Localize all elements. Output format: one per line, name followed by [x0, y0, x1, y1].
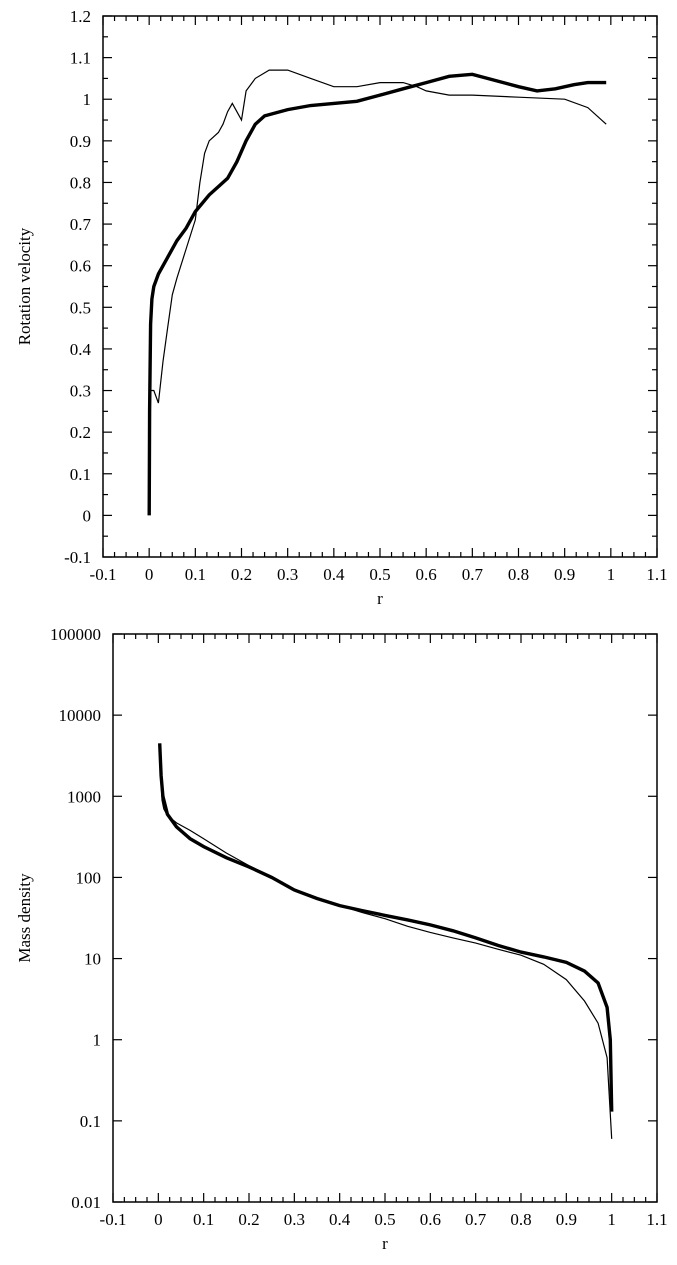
bottom-x-tick-label: 0.2	[238, 1210, 259, 1229]
bottom-series-layer	[158, 743, 614, 1139]
top-y-tick-label: 0.3	[70, 382, 91, 401]
bottom-x-tick-label: 0.1	[193, 1210, 214, 1229]
bottom-x-tick-label: 0	[154, 1210, 163, 1229]
bottom-y-tick-label: 100000	[50, 625, 101, 644]
bottom-x-axis-label: r	[382, 1234, 388, 1253]
top-y-tick-label: 0.8	[70, 173, 91, 192]
mass-density-chart: -0.1 0 0.1 0.2 0.3 0.4 0.5 0.6 0.7 0.8 0.9 1 1.1 0.01…	[15, 625, 668, 1253]
top-x-tick-label: 0.1	[185, 565, 206, 584]
top-x-tick-label: 0.4	[323, 565, 345, 584]
bottom-x-tick-label: 0.4	[329, 1210, 351, 1229]
top-y-tick-label: 0.1	[70, 465, 91, 484]
bottom-y-tick-label: 0.01	[71, 1193, 101, 1212]
top-y-tick-label: 0.7	[70, 215, 92, 234]
top-x-tick-label: 0.5	[369, 565, 390, 584]
top-plot-frame	[102, 15, 658, 558]
top-x-tick-label: 0.2	[231, 565, 252, 584]
top-tick-labels-layer: -0.1 0 0.1 0.2 0.3 0.4 0.5 0.6 0.7 0.8 0.9 1 1.1 -0.1…	[64, 7, 668, 584]
top-y-tick-label: 0.2	[70, 423, 91, 442]
top-y-tick-label: 1.1	[70, 49, 91, 68]
bottom-x-tick-label: 0.7	[465, 1210, 487, 1229]
top-x-tick-label: 0.9	[554, 565, 575, 584]
top-y-tick-label: 1	[83, 90, 92, 109]
bottom-y-tick-label: 10	[84, 950, 101, 969]
top-y-tick-label: -0.1	[64, 548, 91, 567]
bottom-y-tick-label: 1	[93, 1031, 102, 1050]
bottom-x-tick-label: 0.6	[420, 1210, 441, 1229]
top-y-tick-label: 1.2	[70, 7, 91, 26]
top-x-tick-label: 1.1	[646, 565, 667, 584]
top-x-axis-label: r	[377, 589, 383, 608]
top-y-tick-label: 0.4	[70, 340, 92, 359]
top-y-tick-label: 0	[83, 506, 92, 525]
bottom-x-tick-label: 1.1	[646, 1210, 667, 1229]
top-series-layer	[147, 69, 607, 516]
top-x-tick-label: 0.3	[277, 565, 298, 584]
bottom-x-tick-label: -0.1	[100, 1210, 127, 1229]
bottom-series-line-thin	[160, 771, 613, 1139]
top-x-tick-label: 0.6	[416, 565, 437, 584]
bottom-x-tick-label: 1	[607, 1210, 616, 1229]
top-x-tick-label: 0.8	[508, 565, 529, 584]
top-y-tick-label: 0.5	[70, 298, 91, 317]
top-series-line-thick	[147, 72, 607, 516]
bottom-tick-labels-layer: -0.1 0 0.1 0.2 0.3 0.4 0.5 0.6 0.7 0.8 0.9 1 1.1 0.01…	[50, 625, 668, 1229]
top-x-tick-label: 1	[607, 565, 616, 584]
top-series-line-thin	[148, 69, 607, 495]
bottom-y-tick-label: 1000	[67, 787, 101, 806]
bottom-x-tick-label: 0.5	[374, 1210, 395, 1229]
bottom-series-line-thick	[158, 743, 614, 1112]
bottom-ticks-layer	[112, 633, 658, 1203]
top-y-tick-label: 0.6	[70, 257, 91, 276]
top-x-tick-label: 0	[145, 565, 154, 584]
bottom-plot-frame	[112, 633, 658, 1203]
bottom-y-tick-label: 100	[76, 868, 102, 887]
top-ticks-layer	[102, 15, 658, 558]
top-x-tick-label: -0.1	[90, 565, 117, 584]
bottom-x-tick-label: 0.3	[284, 1210, 305, 1229]
bottom-x-tick-label: 0.8	[510, 1210, 531, 1229]
top-y-tick-label: 0.9	[70, 132, 91, 151]
top-y-axis-label: Rotation velocity	[15, 227, 34, 345]
bottom-y-axis-label: Mass density	[15, 873, 34, 963]
bottom-x-tick-label: 0.9	[556, 1210, 577, 1229]
top-x-tick-label: 0.7	[462, 565, 484, 584]
bottom-y-tick-label: 10000	[59, 706, 102, 725]
rotation-velocity-chart: -0.1 0 0.1 0.2 0.3 0.4 0.5 0.6 0.7 0.8 0.9 1 1.1 -0.1…	[15, 7, 668, 608]
bottom-y-tick-label: 0.1	[80, 1112, 101, 1131]
